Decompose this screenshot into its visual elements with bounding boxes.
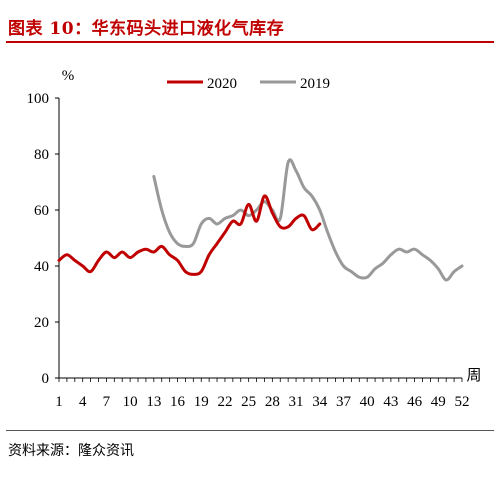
x-tick-label: 7 bbox=[103, 394, 111, 410]
x-tick-label: 34 bbox=[312, 394, 328, 410]
chart-legend: 2020 2019 bbox=[167, 76, 330, 92]
y-tick-label: 0 bbox=[42, 371, 50, 387]
x-tick-label: 25 bbox=[241, 394, 256, 410]
y-tick-label: 20 bbox=[34, 315, 49, 331]
x-tick-label: 43 bbox=[383, 394, 398, 410]
y-tick-label: 60 bbox=[34, 203, 49, 219]
x-tick-label: 10 bbox=[123, 394, 138, 410]
y-tick-label: 100 bbox=[27, 91, 50, 107]
y-tick-label: 80 bbox=[34, 147, 49, 163]
x-tick-label: 13 bbox=[146, 394, 161, 410]
x-tick-label: 49 bbox=[431, 394, 446, 410]
x-axis-unit: 周 bbox=[466, 367, 481, 384]
chart-axes bbox=[58, 98, 462, 379]
line-chart: 0 20 40 60 80 100% 1 4 7 10 13 16 19 22 25 28 31 34 37 40 43… bbox=[27, 68, 482, 410]
x-tick-label: 52 bbox=[455, 394, 470, 410]
legend-label-2019: 2019 bbox=[300, 76, 330, 92]
x-tick-label: 4 bbox=[79, 394, 87, 410]
x-tick-label: 1 bbox=[55, 394, 63, 410]
legend-label-2020: 2020 bbox=[207, 76, 237, 92]
chart-ticks: 0 20 40 60 80 100% 1 4 7 10 13 16 19 22 25 28 31 34 37 40 43… bbox=[27, 68, 482, 410]
x-tick-label: 31 bbox=[289, 394, 304, 410]
x-tick-label: 19 bbox=[194, 394, 209, 410]
x-tick-label: 40 bbox=[360, 394, 375, 410]
y-axis-unit: % bbox=[62, 68, 75, 84]
series-line-2020 bbox=[57, 194, 322, 276]
x-tick-label: 37 bbox=[336, 394, 352, 410]
series-line-2019 bbox=[152, 158, 464, 282]
x-tick-label: 28 bbox=[265, 394, 280, 410]
y-tick-label: 40 bbox=[34, 259, 49, 275]
source-note: 资料来源：隆众资讯 bbox=[8, 443, 134, 459]
source-divider bbox=[6, 430, 494, 431]
x-tick-label: 22 bbox=[217, 394, 232, 410]
chart-series bbox=[57, 158, 464, 282]
x-tick-label: 46 bbox=[407, 394, 423, 410]
figure-title: 图表 10：华东码头进口液化气库存 bbox=[8, 19, 285, 39]
title-divider bbox=[6, 41, 494, 43]
x-tick-label: 16 bbox=[170, 394, 186, 410]
